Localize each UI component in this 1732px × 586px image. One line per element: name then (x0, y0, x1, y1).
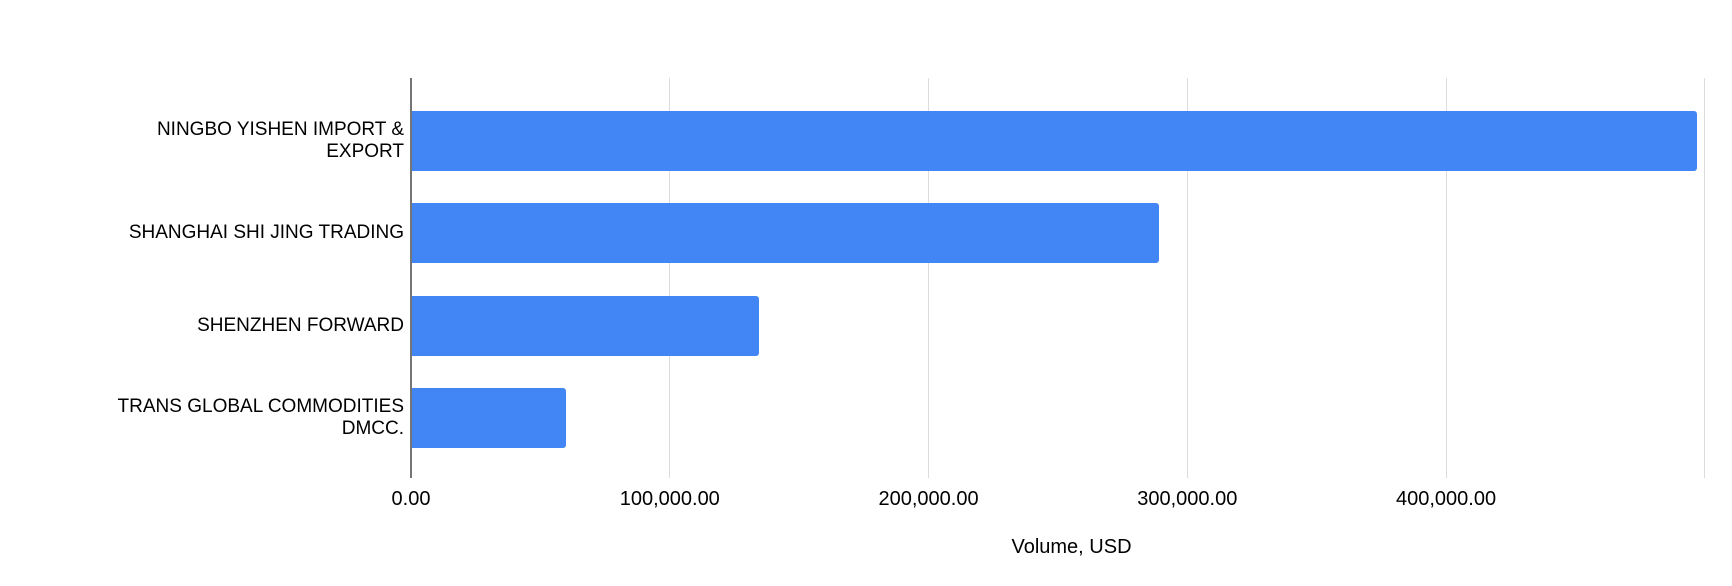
category-label-text: SHENZHEN FORWARD (197, 314, 404, 336)
x-axis-ticks: 0.00 100,000.00 200,000.00 300,000.00 400,00… (392, 486, 1732, 512)
x-tick-label: 400,000.00 (1396, 488, 1497, 510)
gridline (928, 78, 930, 478)
y-axis-line (410, 78, 412, 478)
plot-area (410, 78, 1732, 478)
gridline (1704, 78, 1706, 478)
bar[interactable] (411, 295, 760, 356)
x-tick-label: 100,000.00 (619, 488, 720, 510)
category-label-text: NINGBO YISHEN IMPORT & EXPORT (156, 119, 404, 162)
x-axis-title: Volume, USD (1011, 536, 1132, 558)
x-tick-label: 0.00 (391, 488, 431, 510)
gridline (1445, 78, 1447, 478)
category-label-text: TRANS GLOBAL COMMODITIES DMCC. (117, 395, 404, 439)
bar[interactable] (411, 387, 567, 448)
category-axis: NINGBO YISHEN IMPORT & EXPORT SHANGHAI SH… (0, 0, 411, 586)
category-label-text: SHANGHAI SHI JING TRADING (128, 222, 404, 244)
category-label: SHANGHAI SHI JING TRADING (0, 203, 404, 263)
gridline (1186, 78, 1188, 478)
bar[interactable] (411, 111, 1698, 171)
category-label: SHENZHEN FORWARD (0, 296, 404, 356)
x-tick-label: 200,000.00 (878, 488, 979, 510)
category-label: NINGBO YISHEN IMPORT & EXPORT (0, 111, 404, 171)
gridline (669, 78, 671, 478)
category-label: TRANS GLOBAL COMMODITIES DMCC. (0, 388, 404, 448)
x-tick-label: 300,000.00 (1137, 488, 1238, 510)
bar[interactable] (411, 203, 1159, 264)
